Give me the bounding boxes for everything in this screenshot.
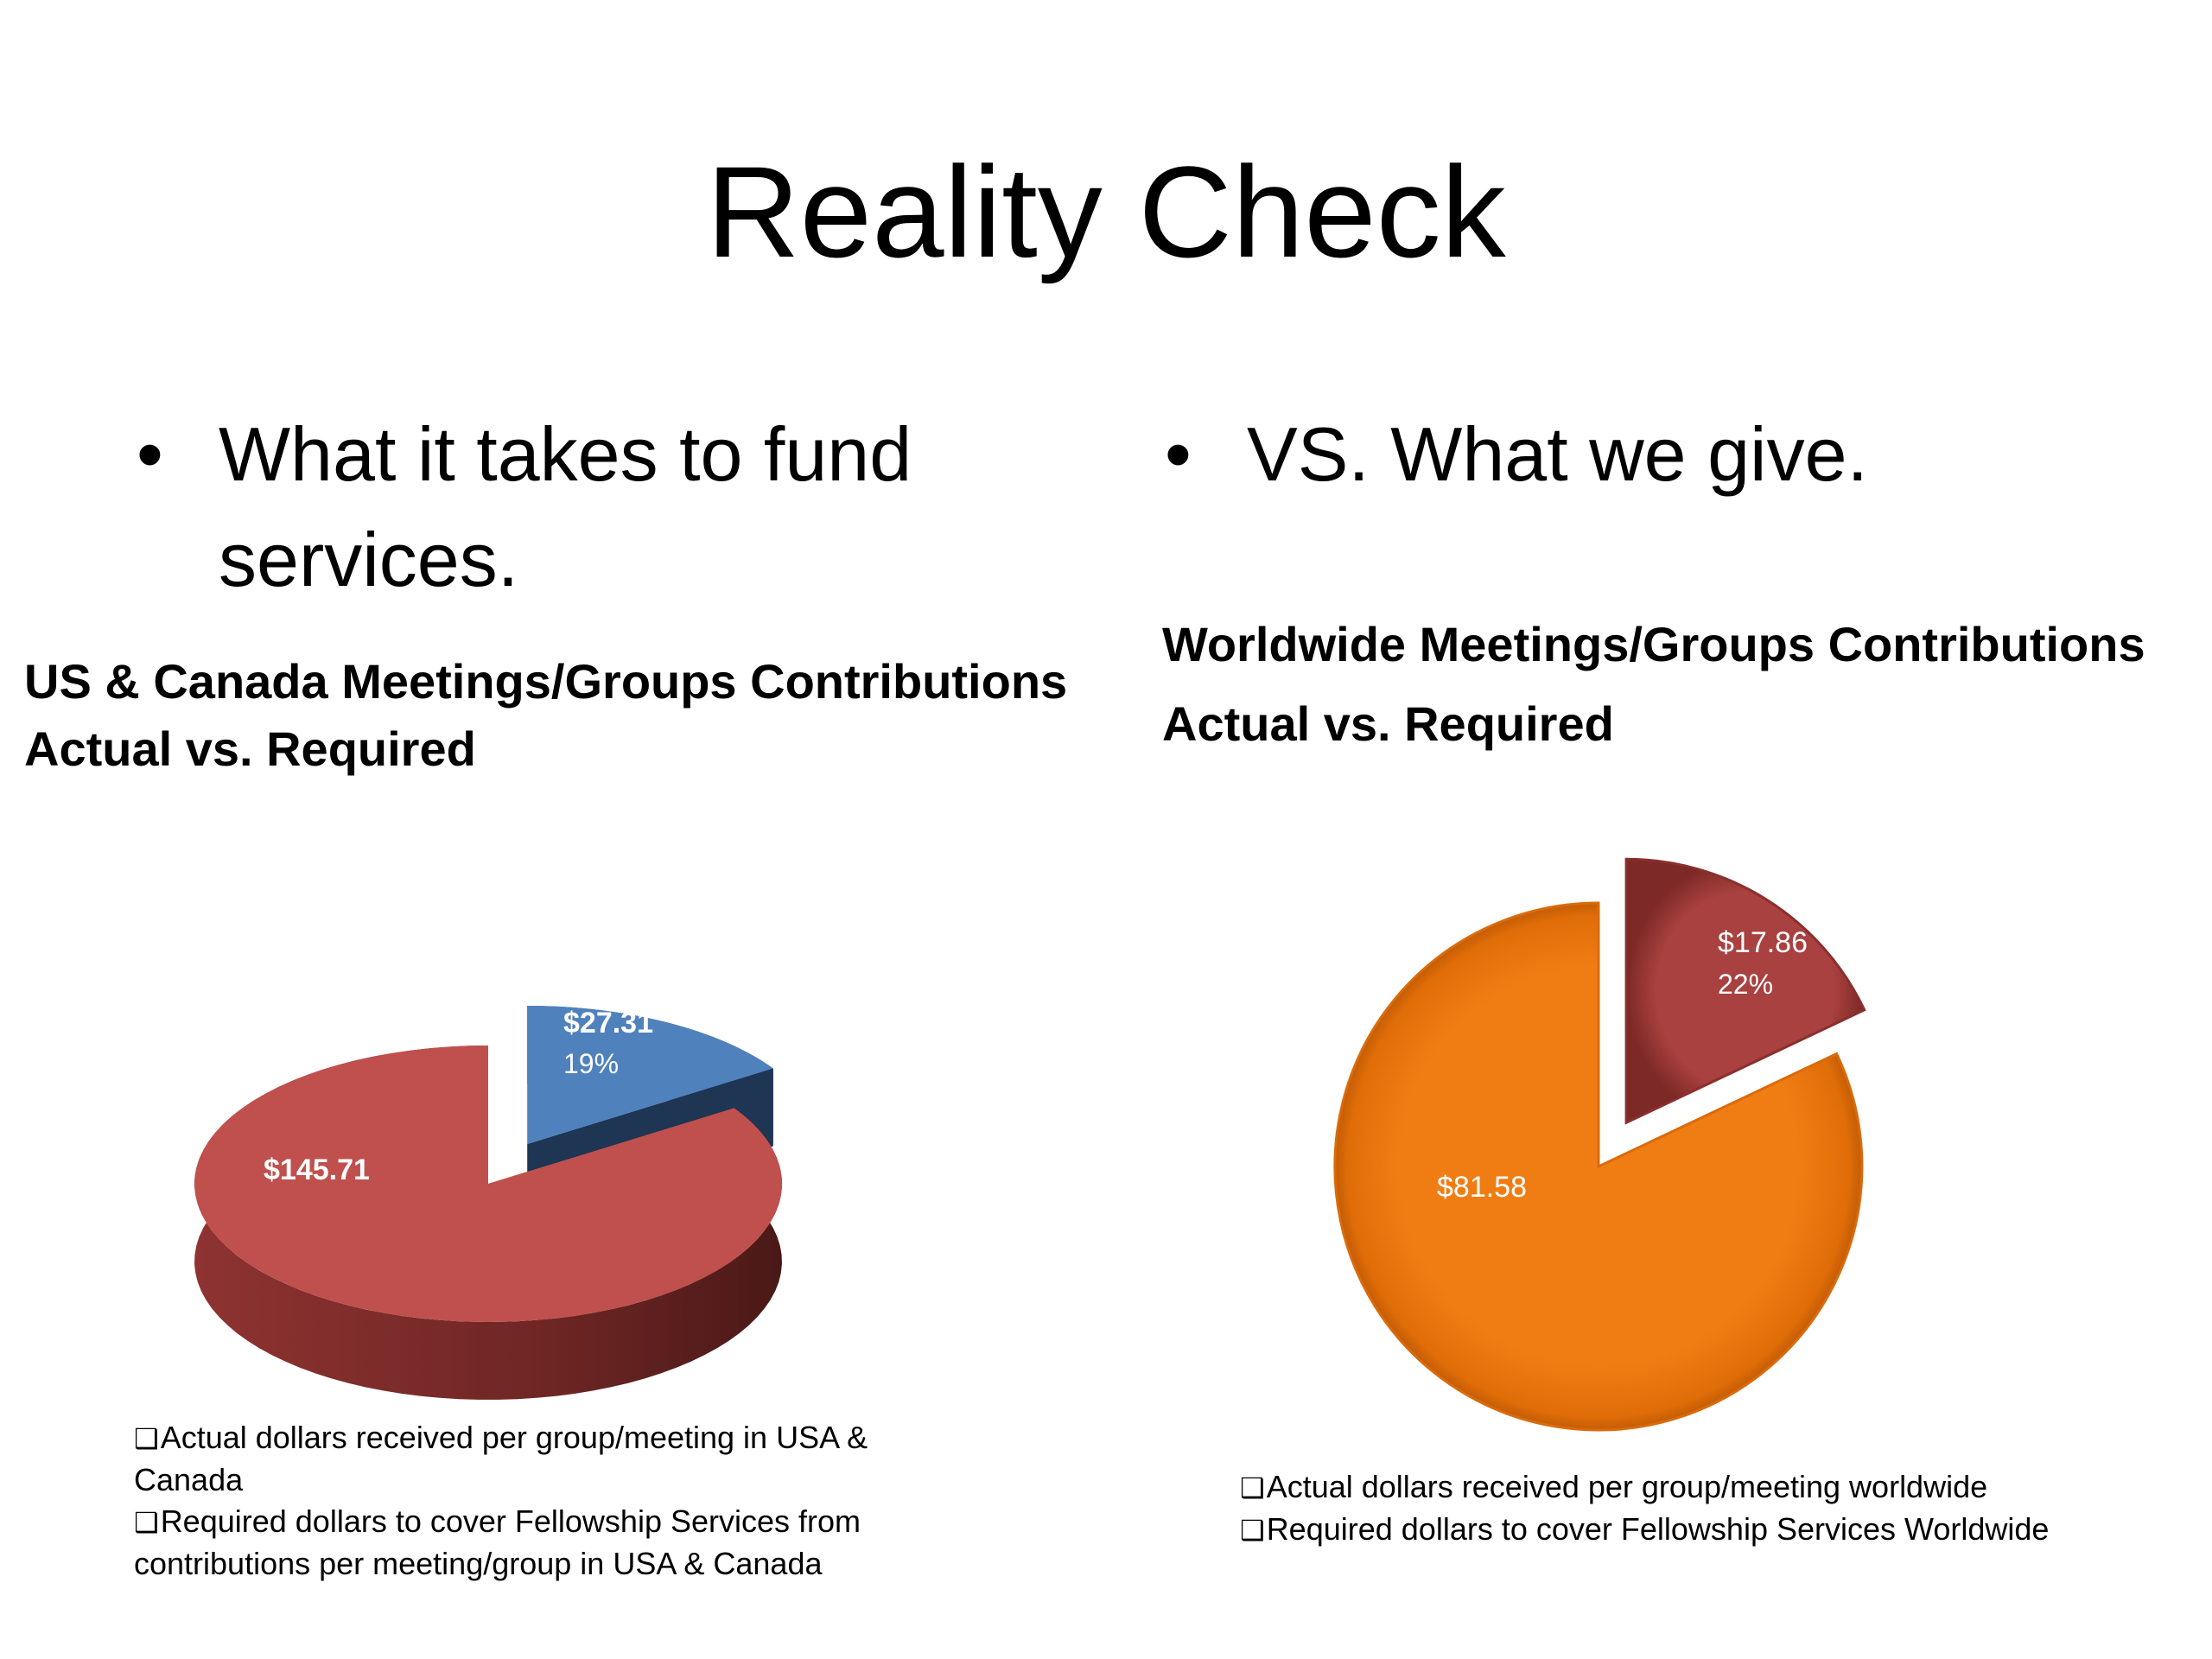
legend-item-required: Required dollars to cover Fellowship Ser… <box>1266 1511 2050 1547</box>
pie-slice <box>194 1046 783 1322</box>
chart-title-us-canada: US & Canada Meetings/Groups Contribution… <box>24 648 1104 783</box>
legend-line: Required dollars to cover Fellowship Ser… <box>1240 1509 2190 1551</box>
data-label-percent: 22% <box>1718 969 1773 1000</box>
chart-title-line-2: Actual vs. Required <box>1162 696 1614 751</box>
legend-line: Canada <box>134 1462 244 1497</box>
pie-slice <box>1333 901 1864 1432</box>
data-label-percent: 19% <box>563 1048 619 1079</box>
data-label-value: $81.58 <box>1437 1171 1527 1204</box>
chart-title-line-2: Actual vs. Required <box>24 721 476 776</box>
data-label-value: $145.71 <box>264 1154 370 1186</box>
chart-title-worldwide: Worldwide Meetings/Groups Contributions … <box>1162 605 2199 764</box>
bullet-left-text: What it takes to fund services. <box>219 411 912 602</box>
pie-chart-worldwide: $17.86 22% $81.58 <box>1333 857 1866 1432</box>
pie-slice <box>527 1006 773 1145</box>
slide-title: Reality Check <box>706 139 1506 284</box>
legend-line: Actual dollars received per group/meetin… <box>1240 1466 2190 1509</box>
data-label-value: $17.86 <box>1718 926 1808 959</box>
pie-slice <box>1624 857 1866 1125</box>
legend-worldwide: Actual dollars received per group/meetin… <box>1240 1466 2190 1551</box>
legend-line: Actual dollars received per group/meetin… <box>134 1417 912 1459</box>
legend-line: Required dollars to cover Fellowship Ser… <box>134 1501 912 1543</box>
bullet-left: • What it takes to fund services. <box>137 402 1083 613</box>
chart-title-line-1: Worldwide Meetings/Groups Contributions <box>1162 617 2145 671</box>
pie-chart-us-canada: $27.31 19% $145.71 <box>194 1006 783 1400</box>
bullet-right-text: VS. What we give. <box>1247 411 1868 497</box>
bullet-dot-icon: • <box>1165 411 1192 497</box>
data-label-value: $27.31 <box>563 1007 653 1039</box>
legend-line: contributions per meeting/group in USA &… <box>134 1546 823 1581</box>
bullet-right: • VS. What we give. <box>1165 402 2197 507</box>
legend-item-required: Required dollars to cover Fellowship Ser… <box>160 1503 861 1539</box>
legend-us-canada: Actual dollars received per group/meetin… <box>134 1417 912 1585</box>
legend-item-actual: Actual dollars received per group/meetin… <box>160 1420 868 1455</box>
chart-title-line-1: US & Canada Meetings/Groups Contribution… <box>24 654 1068 709</box>
bullet-dot-icon: • <box>137 411 163 497</box>
legend-item-actual: Actual dollars received per group/meetin… <box>1266 1469 1988 1504</box>
